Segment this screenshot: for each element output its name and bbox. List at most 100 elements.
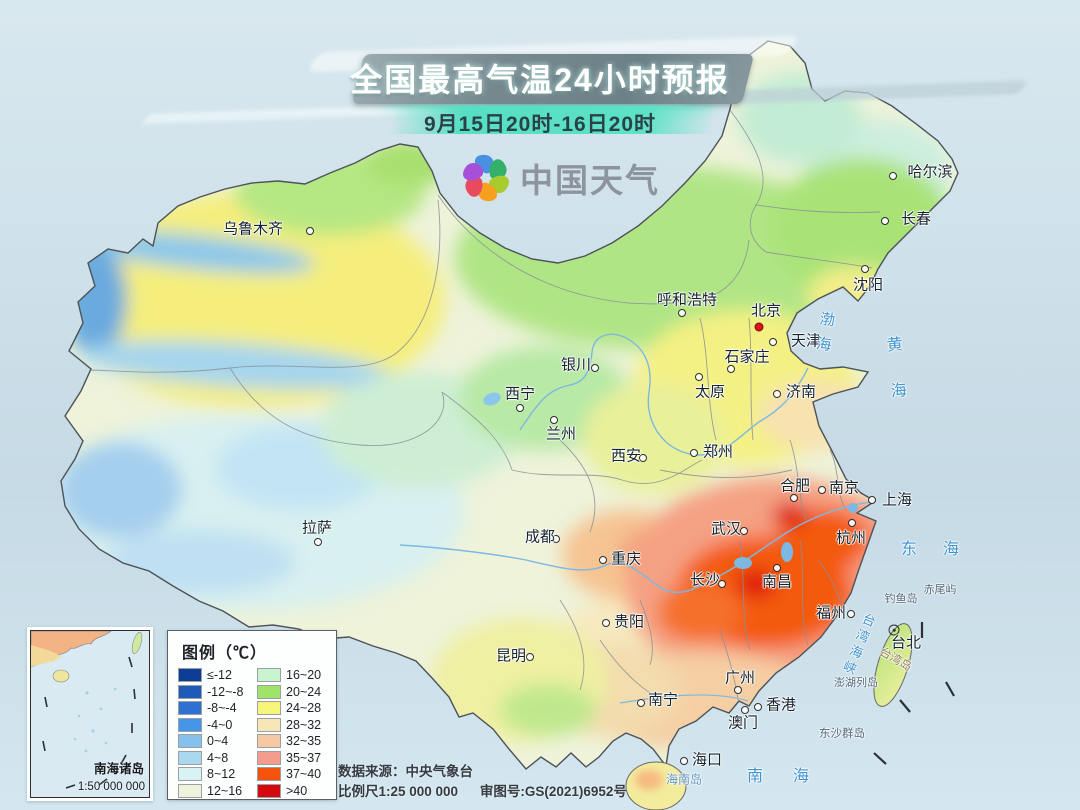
city-label-太原: 太原 <box>694 384 726 401</box>
legend-range-label: 0~4 <box>207 734 229 749</box>
map-label-澎湖列岛: 澎湖列岛 <box>834 677 878 689</box>
legend-swatch <box>257 684 281 699</box>
map-scale: 比例尺1:25 000 000 <box>338 784 459 799</box>
city-label-南昌: 南昌 <box>761 574 793 591</box>
legend-range-label: 28~32 <box>286 717 322 732</box>
legend-swatch <box>178 783 202 798</box>
city-marker-天津 <box>769 338 777 346</box>
city-marker-沈阳 <box>861 265 869 273</box>
city-label-长沙: 长沙 <box>689 572 721 589</box>
legend-range-label: -4~0 <box>207 717 233 732</box>
city-label-银川: 银川 <box>560 357 592 374</box>
legend-swatch <box>257 668 281 683</box>
pinwheel-icon <box>463 154 509 202</box>
city-label-呼和浩特: 呼和浩特 <box>656 292 718 309</box>
city-marker-银川 <box>591 364 599 372</box>
legend-range-label: 12~16 <box>207 783 243 798</box>
legend-range-label: 4~8 <box>207 750 229 765</box>
legend-range-label: -8~-4 <box>207 701 237 716</box>
legend-swatch <box>257 701 281 716</box>
city-label-兰州: 兰州 <box>545 426 577 443</box>
city-label-广州: 广州 <box>724 670 756 687</box>
city-marker-成都 <box>552 535 560 543</box>
legend-item: -8~-4 <box>178 700 257 717</box>
city-label-上海: 上海 <box>881 492 913 509</box>
city-label-合肥: 合肥 <box>779 478 811 495</box>
city-marker-香港 <box>754 703 762 711</box>
city-marker-上海 <box>868 496 876 504</box>
city-label-澳门: 澳门 <box>727 715 759 732</box>
legend-range-label: 32~35 <box>286 734 322 749</box>
city-label-香港: 香港 <box>765 697 797 714</box>
legend-range-label: 35~37 <box>286 750 322 765</box>
city-label-石家庄: 石家庄 <box>724 349 770 366</box>
city-marker-杭州 <box>848 519 856 527</box>
city-marker-石家庄 <box>727 365 735 373</box>
city-label-海口: 海口 <box>691 752 723 769</box>
map-label-海南岛: 海南岛 <box>665 772 703 787</box>
city-label-天津: 天津 <box>790 333 822 350</box>
city-label-贵阳: 贵阳 <box>613 614 645 631</box>
legend-swatch <box>178 767 202 782</box>
city-label-郑州: 郑州 <box>702 444 734 461</box>
legend-swatch <box>178 717 202 732</box>
legend-item: 28~32 <box>257 717 336 734</box>
legend-range-label: 8~12 <box>207 767 236 782</box>
city-label-西宁: 西宁 <box>504 386 536 403</box>
city-marker-兰州 <box>550 416 558 424</box>
inset-map-south-china-sea: 南海诸岛 1:50 000 000 <box>27 627 153 801</box>
province-boundaries <box>87 109 881 701</box>
pinwheel-petal <box>489 159 507 180</box>
legend-swatch <box>257 734 281 749</box>
map-label-赤尾屿: 赤尾屿 <box>923 584 957 596</box>
legend-item: >40 <box>257 783 336 800</box>
legend-title: 图例（℃） <box>182 645 268 662</box>
city-label-济南: 济南 <box>785 384 817 401</box>
city-marker-广州 <box>734 686 742 694</box>
city-label-长春: 长春 <box>900 211 932 228</box>
legend-swatch <box>178 750 202 765</box>
legend-swatch <box>257 717 281 732</box>
legend-range-label: 24~28 <box>286 701 322 716</box>
boundary-dashes <box>873 622 955 765</box>
legend-item: 24~28 <box>257 700 336 717</box>
inset-map-frame: 南海诸岛 1:50 000 000 <box>30 630 150 798</box>
legend-item: 20~24 <box>257 684 336 701</box>
legend-item: 0~4 <box>178 733 257 750</box>
legend-swatch <box>178 701 202 716</box>
legend-range-label: 37~40 <box>286 767 322 782</box>
city-marker-南宁 <box>637 699 645 707</box>
city-label-哈尔滨: 哈尔滨 <box>907 164 953 181</box>
china-weather-logo: 中国天气 <box>462 150 660 206</box>
legend-swatch <box>178 684 202 699</box>
city-marker-长沙 <box>718 580 726 588</box>
legend-swatch <box>178 734 202 749</box>
city-marker-武汉 <box>740 527 748 535</box>
city-marker-台北 <box>888 624 900 636</box>
city-marker-贵阳 <box>602 619 610 627</box>
city-label-乌鲁木齐: 乌鲁木齐 <box>222 221 284 238</box>
city-label-成都: 成都 <box>524 529 556 546</box>
city-label-武汉: 武汉 <box>710 521 742 538</box>
city-marker-太原 <box>695 373 703 381</box>
legend-swatch <box>257 783 281 798</box>
city-marker-郑州 <box>690 449 698 457</box>
city-label-西安: 西安 <box>610 448 642 465</box>
rivers <box>399 333 872 704</box>
city-marker-北京 <box>754 322 764 332</box>
city-marker-南昌 <box>773 564 781 572</box>
city-label-福州: 福州 <box>815 605 847 622</box>
city-label-台北: 台北 <box>890 635 922 652</box>
city-label-重庆: 重庆 <box>610 551 642 568</box>
city-marker-海口 <box>680 757 688 765</box>
legend-swatch <box>178 668 202 683</box>
city-marker-呼和浩特 <box>678 309 686 317</box>
city-marker-福州 <box>847 610 855 618</box>
city-marker-南京 <box>818 486 826 494</box>
legend-range-label: -12~-8 <box>207 684 244 699</box>
legend-range-label: >40 <box>286 783 308 798</box>
legend-range-label: ≤-12 <box>207 668 232 683</box>
legend-item: 16~20 <box>257 667 336 684</box>
